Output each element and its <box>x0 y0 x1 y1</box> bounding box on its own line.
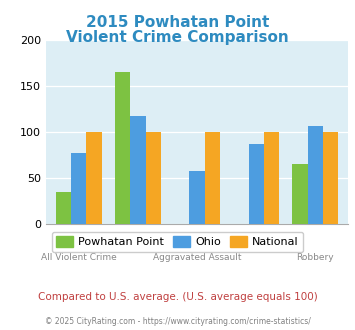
Bar <box>264 132 279 224</box>
Legend: Powhatan Point, Ohio, National: Powhatan Point, Ohio, National <box>52 232 303 252</box>
Bar <box>130 116 146 224</box>
Text: All Violent Crime: All Violent Crime <box>41 253 116 262</box>
Bar <box>56 192 71 224</box>
Bar <box>115 72 130 224</box>
Text: 2015 Powhatan Point: 2015 Powhatan Point <box>86 15 269 30</box>
Text: Compared to U.S. average. (U.S. average equals 100): Compared to U.S. average. (U.S. average … <box>38 292 317 302</box>
Bar <box>205 132 220 224</box>
Bar <box>248 144 264 224</box>
Text: Aggravated Assault: Aggravated Assault <box>153 253 241 262</box>
Bar <box>323 132 338 224</box>
Text: Murder & Mans...: Murder & Mans... <box>218 236 295 245</box>
Bar <box>292 164 308 224</box>
Bar <box>86 132 102 224</box>
Text: Violent Crime Comparison: Violent Crime Comparison <box>66 30 289 45</box>
Text: Robbery: Robbery <box>296 253 334 262</box>
Bar <box>308 126 323 224</box>
Bar <box>189 171 205 224</box>
Bar <box>146 132 161 224</box>
Text: Rape: Rape <box>126 236 149 245</box>
Text: © 2025 CityRating.com - https://www.cityrating.com/crime-statistics/: © 2025 CityRating.com - https://www.city… <box>45 317 310 326</box>
Bar <box>71 153 86 224</box>
